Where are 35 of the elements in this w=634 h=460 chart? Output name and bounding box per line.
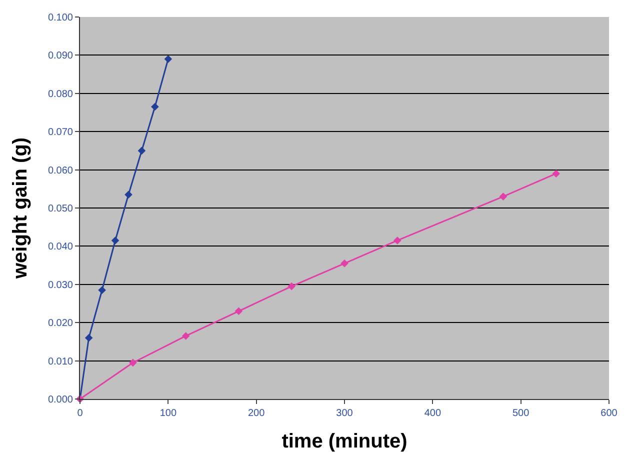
y-tick-label: 0.010 bbox=[48, 356, 74, 368]
x-axis-title: time (minute) bbox=[282, 430, 408, 452]
point bbox=[164, 55, 172, 63]
point bbox=[499, 192, 508, 200]
point bbox=[182, 332, 190, 340]
x-tick-label: 0 bbox=[77, 408, 84, 419]
y-tick-label: 0.080 bbox=[48, 88, 74, 100]
point bbox=[124, 190, 132, 199]
point bbox=[151, 102, 159, 111]
x-tick-label: 200 bbox=[248, 408, 266, 419]
y-tick-label: 0.090 bbox=[48, 50, 74, 62]
x-tick-label: 400 bbox=[424, 408, 442, 419]
x-tick-label: 600 bbox=[600, 408, 618, 419]
point bbox=[138, 146, 146, 155]
point bbox=[129, 358, 137, 367]
point bbox=[234, 307, 243, 316]
y-tick-label: 0.030 bbox=[48, 280, 74, 291]
y-tick-label: 0.040 bbox=[48, 242, 74, 253]
point bbox=[84, 334, 93, 342]
point bbox=[340, 259, 348, 268]
y-tick-label: 0.100 bbox=[48, 12, 74, 24]
point bbox=[288, 282, 296, 290]
point bbox=[111, 236, 120, 244]
x-tick-label: 500 bbox=[512, 408, 530, 419]
x-tick-label: 100 bbox=[160, 408, 177, 419]
y-tick-label: 0.020 bbox=[48, 318, 74, 330]
point bbox=[552, 170, 560, 178]
x-tick-label: 300 bbox=[336, 408, 354, 419]
y-tick-label: 0.060 bbox=[48, 165, 74, 176]
y-tick-label: 0.000 bbox=[48, 394, 74, 406]
point bbox=[98, 286, 106, 294]
y-axis-title: weight gain (g) bbox=[9, 137, 32, 280]
point bbox=[394, 236, 402, 244]
y-tick-label: 0.070 bbox=[48, 127, 74, 138]
y-tick-label: 0.050 bbox=[48, 204, 74, 214]
